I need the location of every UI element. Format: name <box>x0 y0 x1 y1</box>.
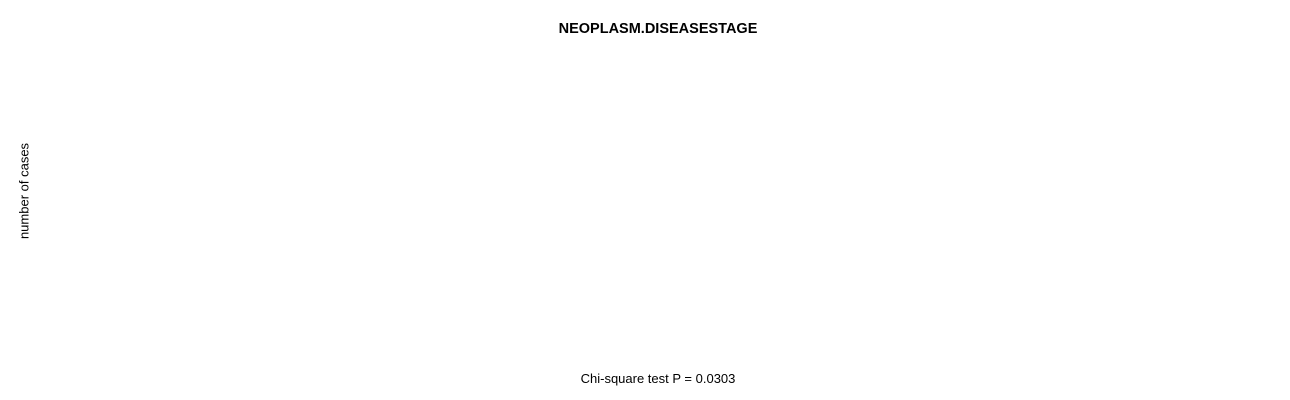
chi-square-caption: Chi-square test P = 0.0303 <box>580 371 736 386</box>
chart-title: NEOPLASM.DISEASESTAGE <box>558 21 758 37</box>
y-axis-label: number of cases <box>16 142 32 240</box>
